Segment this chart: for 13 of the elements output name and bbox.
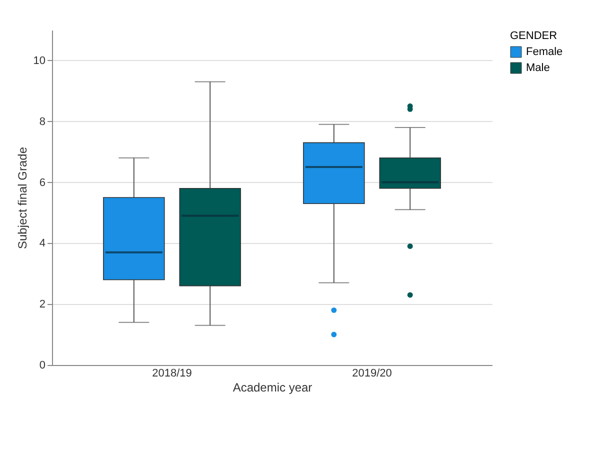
y-axis-title: Subject final Grade xyxy=(15,146,30,250)
legend-label: Female xyxy=(526,46,563,58)
y-tick-label: 4 xyxy=(39,238,46,250)
y-tick-label: 0 xyxy=(39,360,46,372)
y-tick-label: 2 xyxy=(39,298,46,311)
legend-label: Male xyxy=(526,62,550,74)
x-tick-label: 2019/20 xyxy=(352,368,392,380)
y-tick-label: 10 xyxy=(33,54,46,67)
y-tick-label: 6 xyxy=(39,176,46,189)
x-axis-title: Academic year xyxy=(232,380,312,394)
y-tick-label: 8 xyxy=(39,116,46,128)
legend-title: GENDER xyxy=(510,30,558,42)
x-tick-label: 2018/19 xyxy=(152,368,192,380)
